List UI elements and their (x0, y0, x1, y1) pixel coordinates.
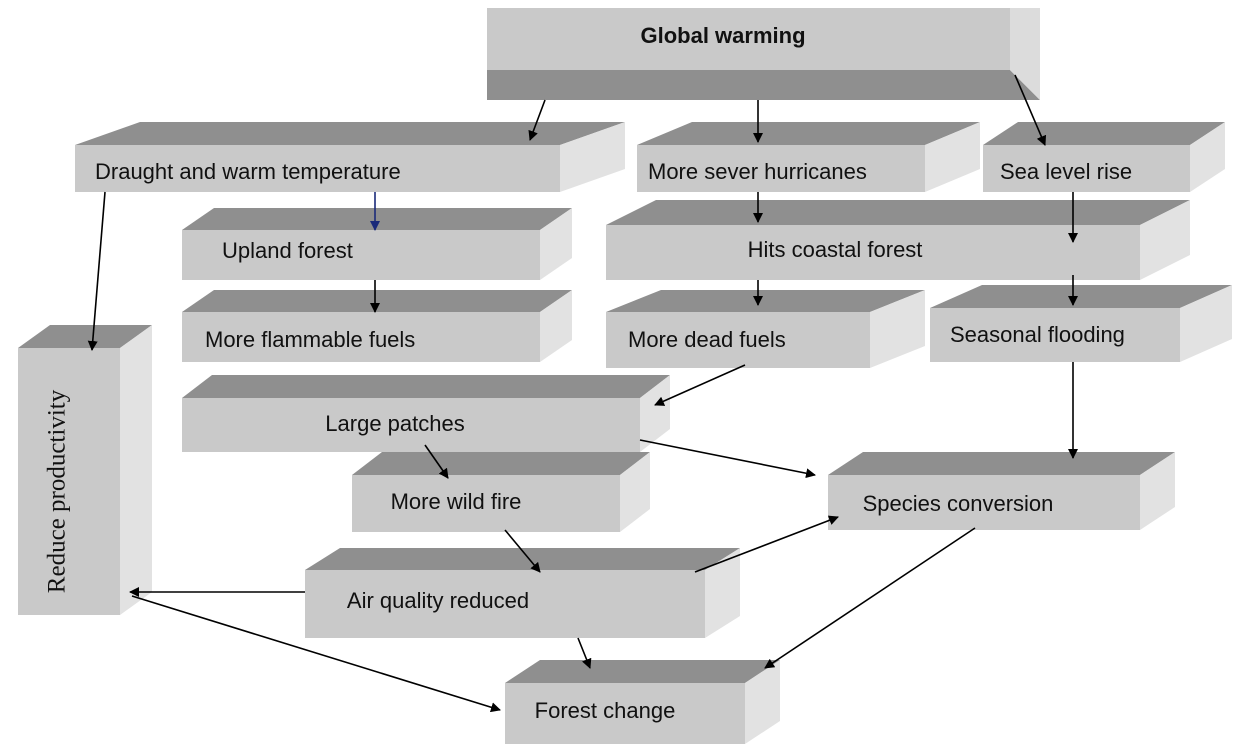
node-label: Forest change (535, 698, 676, 723)
box-front (305, 570, 705, 638)
box-side (540, 290, 572, 362)
box-front (606, 312, 870, 368)
box-side (705, 548, 740, 638)
node-label: Global warming (640, 23, 805, 48)
node-label: Sea level rise (1000, 159, 1132, 184)
arrow (504, 529, 541, 573)
box-side (540, 208, 572, 280)
box-side (620, 452, 650, 532)
arrow (424, 444, 449, 479)
box-bottom (487, 70, 1040, 100)
box-top (352, 452, 650, 475)
box-side (870, 290, 925, 368)
arrow (694, 515, 839, 573)
box-side (120, 325, 152, 615)
box-front (182, 230, 540, 280)
arrow (131, 595, 501, 713)
arrow (764, 527, 976, 669)
box-side (560, 122, 625, 192)
node-label: Upland forest (222, 238, 353, 263)
arrow (528, 99, 546, 141)
box-side (1140, 200, 1190, 280)
box-front (75, 145, 560, 192)
box-front (637, 145, 925, 192)
box-top (75, 122, 625, 145)
box-side (925, 122, 980, 192)
box-top (18, 325, 152, 348)
box-side (640, 375, 670, 452)
box-top (182, 375, 670, 398)
box-top (505, 660, 780, 683)
box-front (983, 145, 1190, 192)
box-side (1190, 122, 1225, 192)
box-top (182, 208, 572, 230)
node-label: Hits coastal forest (748, 237, 923, 262)
box-top (983, 122, 1225, 145)
box-front (18, 348, 120, 615)
box-top (305, 548, 740, 570)
box-side (1010, 8, 1040, 100)
box-side (745, 660, 780, 744)
box-front (487, 8, 1010, 70)
arrow (639, 439, 816, 479)
node-label: More sever hurricanes (648, 159, 867, 184)
box-front (182, 312, 540, 362)
arrow (1014, 74, 1047, 146)
box-front (606, 225, 1140, 280)
node-label: More dead fuels (628, 327, 786, 352)
arrow (577, 637, 592, 669)
box-side (1180, 285, 1232, 362)
arrows (87, 74, 1078, 713)
box-top (182, 290, 572, 312)
box-top (637, 122, 980, 145)
box-top (606, 290, 925, 312)
node-label: Species conversion (863, 491, 1054, 516)
arrow (654, 364, 746, 406)
box-side (1140, 452, 1175, 530)
boxes: Global warming Draught and warm temperatu… (18, 8, 1232, 744)
node-label: Seasonal flooding (950, 322, 1125, 347)
node-label: Air quality reduced (347, 588, 529, 613)
node-label: Reduce productivity (44, 389, 71, 593)
node-label: More wild fire (391, 489, 522, 514)
box-top (606, 200, 1190, 225)
box-front (505, 683, 745, 744)
box-front (352, 475, 620, 532)
box-front (182, 398, 640, 452)
box-top (828, 452, 1175, 475)
node-label: Large patches (325, 411, 464, 436)
arrow (87, 191, 106, 351)
node-label: Draught and warm temperature (95, 159, 401, 184)
box-front (828, 475, 1140, 530)
box-front (930, 308, 1180, 362)
box-top (930, 285, 1232, 308)
node-label: More flammable fuels (205, 327, 415, 352)
